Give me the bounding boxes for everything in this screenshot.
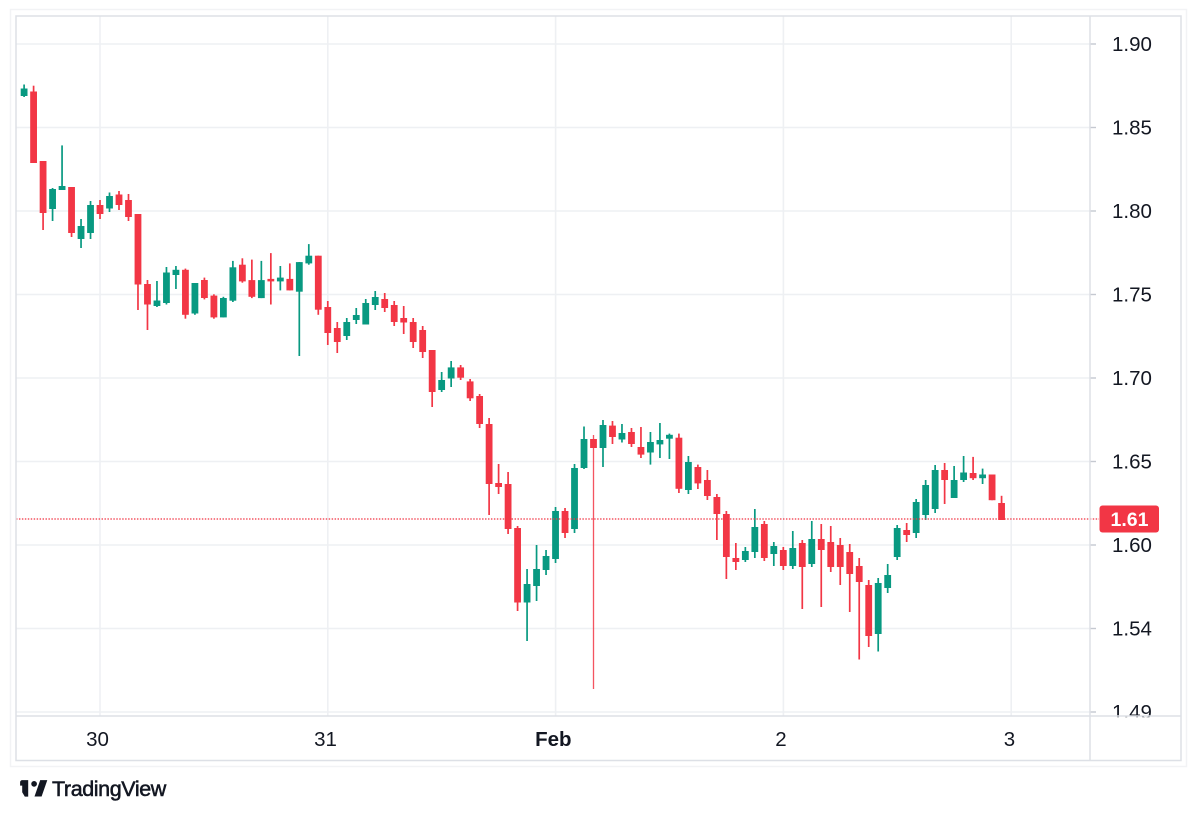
svg-text:1.65: 1.65 [1112, 451, 1152, 474]
svg-text:1.80: 1.80 [1112, 200, 1152, 223]
svg-text:1.85: 1.85 [1112, 117, 1152, 140]
svg-text:1.70: 1.70 [1112, 367, 1152, 390]
svg-text:30: 30 [86, 728, 109, 751]
svg-text:3: 3 [1004, 728, 1015, 751]
svg-text:1.90: 1.90 [1112, 33, 1152, 56]
svg-text:Feb: Feb [535, 728, 571, 751]
svg-text:1.75: 1.75 [1112, 284, 1152, 307]
svg-text:TradingView: TradingView [52, 777, 167, 801]
svg-text:2: 2 [775, 728, 786, 751]
svg-text:31: 31 [314, 728, 337, 751]
svg-text:1.60: 1.60 [1112, 534, 1152, 557]
svg-text:1.61: 1.61 [1111, 509, 1149, 531]
svg-text:1.54: 1.54 [1112, 618, 1152, 641]
